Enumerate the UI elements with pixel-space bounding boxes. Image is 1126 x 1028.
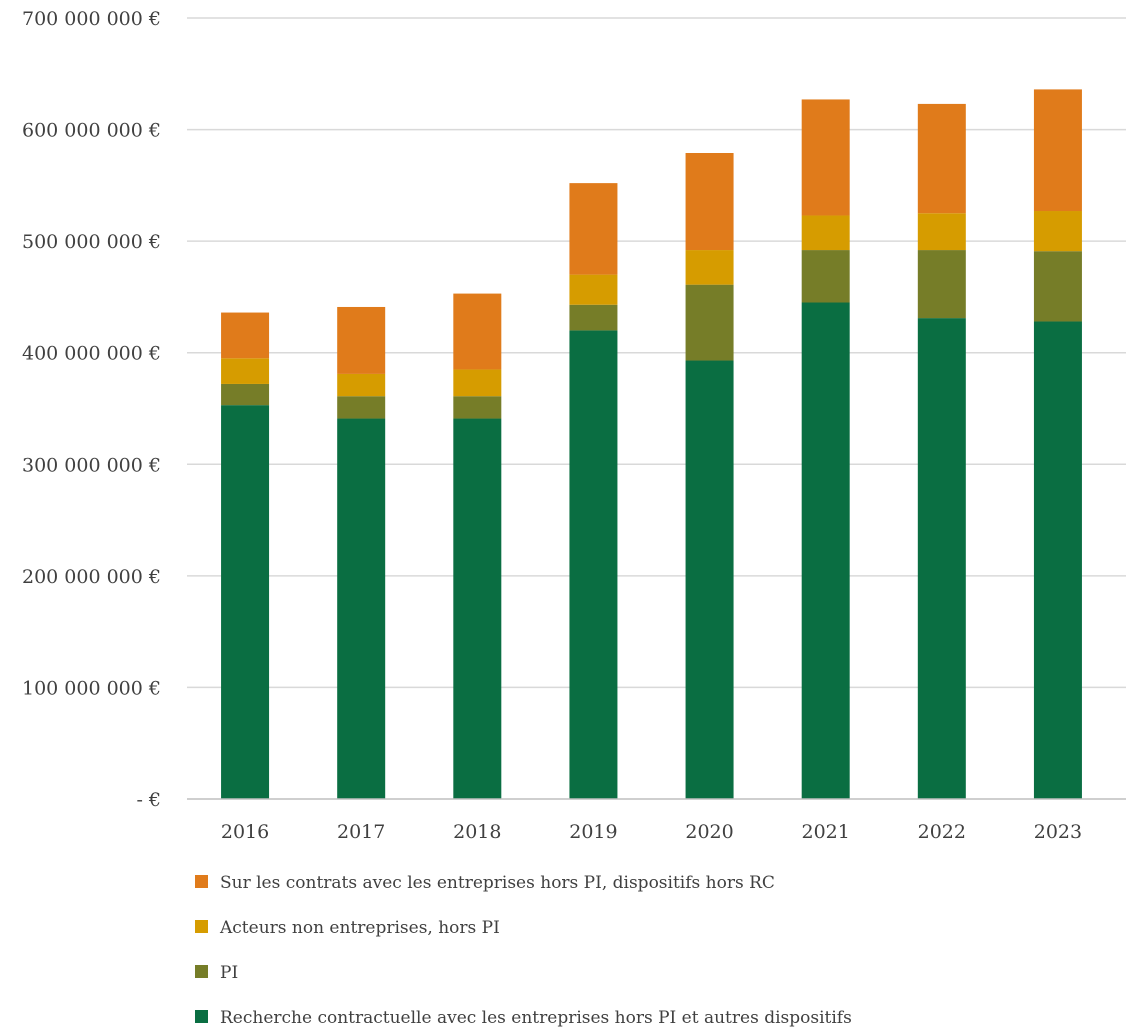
bar-segment [917,213,966,251]
bar-segment [1033,211,1082,252]
bar-segment [917,318,966,799]
legend-label: PI [220,963,238,983]
bar-segment [337,418,386,799]
x-tick-label: 2020 [685,821,733,843]
bar-segment [569,330,618,799]
bar-segment [685,250,734,285]
bar-segment [685,360,734,799]
legend-swatch [195,1010,208,1023]
bars [221,89,1082,799]
bar-segment [1033,251,1082,322]
bar-segment [1033,321,1082,799]
bar-segment [685,153,734,251]
bar-segment [221,405,270,799]
bar-segment [453,396,502,419]
bar-segment [917,103,966,214]
bar-segment [1033,89,1082,212]
legend: Sur les contrats avec les entreprises ho… [195,873,852,1028]
bar-segment [221,383,270,406]
legend-label: Recherche contractuelle avec les entrepr… [220,1008,852,1028]
bar-segment [453,293,502,370]
legend-label: Sur les contrats avec les entreprises ho… [220,873,775,893]
bar-segment [453,418,502,799]
y-tick-label: 500 000 000 € [22,231,161,253]
bar-segment [569,274,618,305]
y-tick-label: 100 000 000 € [22,677,161,699]
axes: - € 100 000 000 € 200 000 000 € 300 000 000… [22,8,1126,843]
x-tick-label: 2021 [802,821,850,843]
bar-segment [801,302,850,799]
bar-segment [801,250,850,303]
gridlines [187,17,1126,689]
bar-segment [569,304,618,331]
y-tick-label: 200 000 000 € [22,566,161,588]
y-tick-label: 400 000 000 € [22,343,161,365]
y-tick-label: - € [136,789,161,811]
y-tick-label: 600 000 000 € [22,120,161,142]
bar-segment [337,306,386,374]
legend-swatch [195,920,208,933]
bar-segment [337,373,386,397]
x-tick-label: 2017 [337,821,385,843]
bar-segment [453,369,502,397]
bar-segment [337,396,386,419]
x-tick-label: 2022 [918,821,966,843]
x-tick-label: 2016 [221,821,269,843]
bar-segment [917,250,966,319]
bar-segment [801,99,850,216]
bar-segment [221,358,270,384]
bar-segment [801,215,850,251]
legend-swatch [195,875,208,888]
bar-segment [685,284,734,361]
y-tick-label: 300 000 000 € [22,454,161,476]
y-tick-label: 700 000 000 € [22,8,161,30]
legend-swatch [195,965,208,978]
x-tick-label: 2019 [569,821,617,843]
x-tick-label: 2018 [453,821,501,843]
legend-label: Acteurs non entreprises, hors PI [219,918,500,938]
bar-segment [569,183,618,275]
bar-segment [221,312,270,359]
x-tick-label: 2023 [1034,821,1082,843]
